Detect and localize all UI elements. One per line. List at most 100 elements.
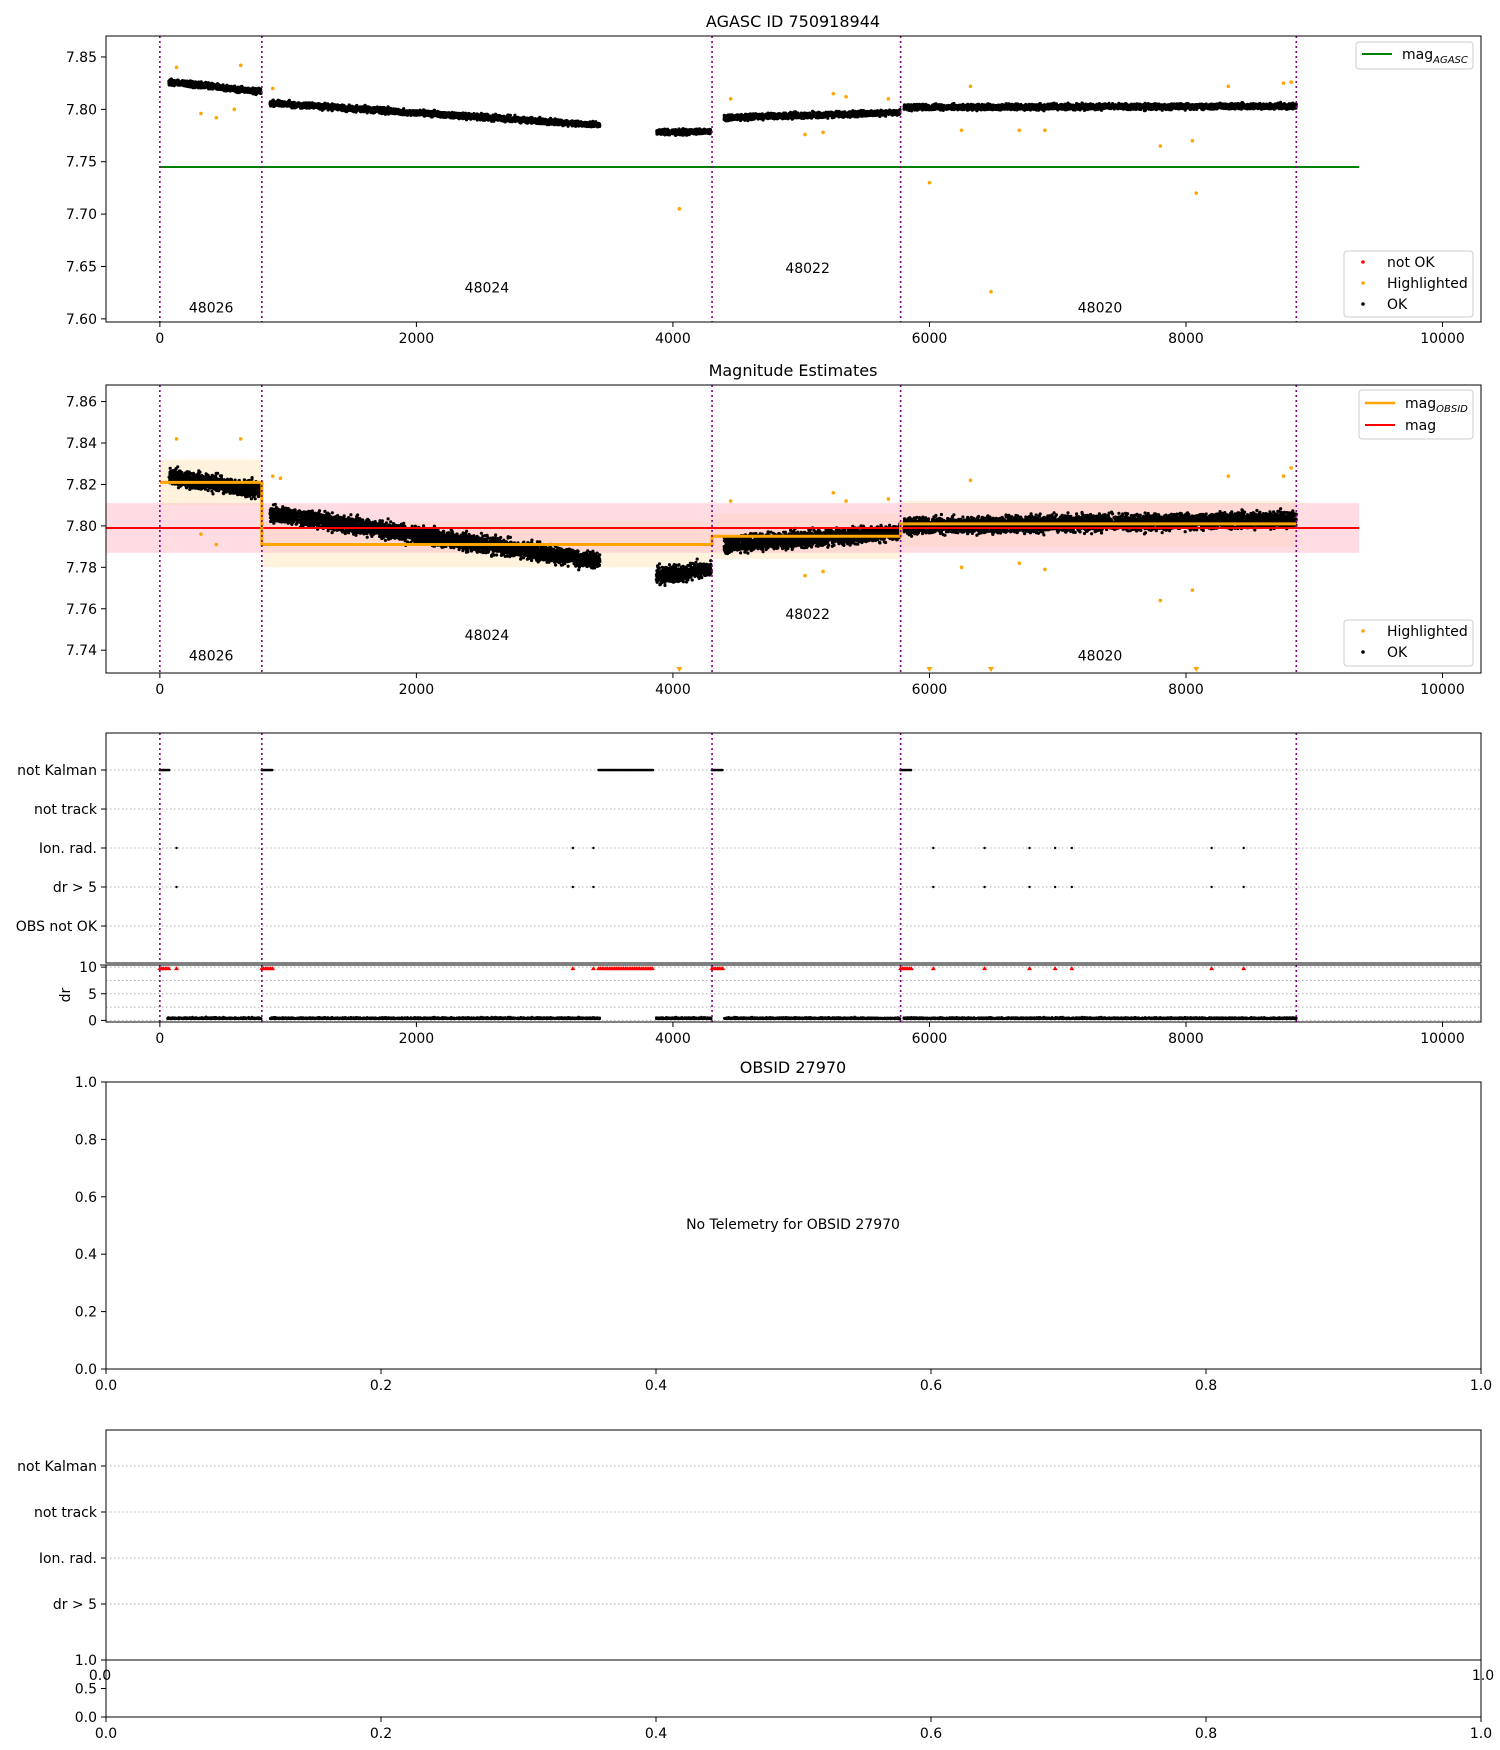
ok-point: [524, 118, 528, 122]
ok-point: [274, 102, 278, 106]
ok-point: [228, 89, 232, 93]
ok-point: [517, 116, 521, 120]
ok-point: [595, 124, 599, 128]
ok-point: [352, 109, 356, 113]
ok-point: [287, 98, 291, 102]
ok-point: [683, 130, 687, 134]
ok-point: [313, 103, 317, 107]
ok-point: [247, 87, 251, 91]
ok-point: [348, 108, 352, 112]
ok-point: [200, 82, 204, 87]
ok-point: [193, 84, 197, 88]
ok-point: [206, 85, 210, 89]
ok-point: [387, 106, 391, 110]
ok-point: [440, 113, 444, 117]
ok-point: [167, 79, 171, 84]
ok-point: [237, 89, 242, 93]
ok-point: [530, 116, 534, 120]
ok-point: [552, 119, 556, 123]
ok-point: [318, 105, 322, 109]
ok-point: [696, 130, 700, 134]
ok-point: [657, 130, 662, 134]
ok-point: [562, 121, 567, 126]
ok-point: [302, 105, 306, 109]
ok-point: [240, 84, 244, 88]
ok-point: [419, 109, 424, 114]
ok-point: [465, 115, 469, 119]
agasc-panel: AGASC ID 750918944 48026480244802248020 …: [66, 12, 1482, 347]
ok-point: [315, 103, 319, 108]
ok-point: [292, 103, 296, 107]
ok-point: [689, 131, 694, 135]
ok-point: [358, 107, 362, 111]
ok-point: [583, 121, 588, 125]
ok-point: [483, 118, 487, 122]
ok-point: [708, 128, 712, 132]
ok-point: [476, 116, 480, 120]
ok-point: [700, 131, 704, 135]
ok-point: [437, 111, 441, 115]
ok-point: [513, 113, 517, 117]
ok-point: [235, 88, 239, 92]
ok-point: [443, 113, 448, 117]
ok-point: [412, 111, 416, 116]
ok-point: [196, 85, 200, 89]
agasc-ok-points: [167, 77, 1298, 137]
ok-point: [225, 85, 229, 89]
ok-point: [290, 106, 294, 110]
ok-point: [216, 86, 220, 90]
ok-point: [231, 88, 235, 92]
ok-point: [309, 101, 313, 105]
ok-point: [211, 87, 215, 91]
ok-point: [222, 87, 226, 91]
ok-point: [457, 111, 461, 115]
ok-point: [680, 129, 684, 133]
ok-point: [701, 128, 705, 132]
ok-point: [254, 89, 259, 93]
ok-point: [457, 115, 462, 119]
ok-point: [536, 119, 540, 124]
ok-point: [389, 110, 393, 114]
ok-point: [426, 112, 430, 117]
ok-point: [587, 122, 591, 126]
ok-point: [368, 107, 372, 111]
ok-point: [285, 102, 289, 106]
ok-point: [203, 84, 207, 88]
ok-point: [406, 109, 410, 113]
ok-point: [498, 118, 502, 122]
ok-point: [462, 115, 466, 119]
ok-point: [298, 102, 302, 106]
ok-point: [269, 101, 273, 105]
ok-point: [532, 120, 536, 124]
ok-point: [397, 110, 401, 114]
ok-point: [323, 103, 328, 107]
ok-point: [172, 80, 177, 85]
ok-point: [663, 128, 668, 132]
ok-point: [349, 104, 353, 108]
ok-point: [686, 132, 690, 136]
ok-point: [342, 104, 346, 109]
ok-point: [243, 88, 247, 92]
ok-point: [429, 114, 434, 118]
ok-point: [236, 85, 240, 89]
ok-point: [386, 111, 390, 115]
ok-point: [542, 118, 546, 122]
ok-point: [579, 122, 583, 127]
ok-point: [176, 83, 180, 87]
ok-point: [217, 83, 221, 87]
ok-point: [363, 108, 367, 112]
ok-point: [184, 80, 188, 84]
ok-point: [331, 105, 335, 109]
ok-point: [372, 110, 377, 114]
ok-point: [666, 131, 670, 135]
ok-point: [529, 119, 533, 123]
ok-point: [345, 105, 349, 110]
ok-point: [375, 107, 379, 111]
ok-point: [378, 107, 382, 111]
ok-point: [472, 112, 476, 117]
ok-point: [487, 116, 492, 120]
ok-point: [430, 110, 434, 114]
ok-point: [282, 101, 286, 105]
ok-point: [677, 130, 681, 134]
